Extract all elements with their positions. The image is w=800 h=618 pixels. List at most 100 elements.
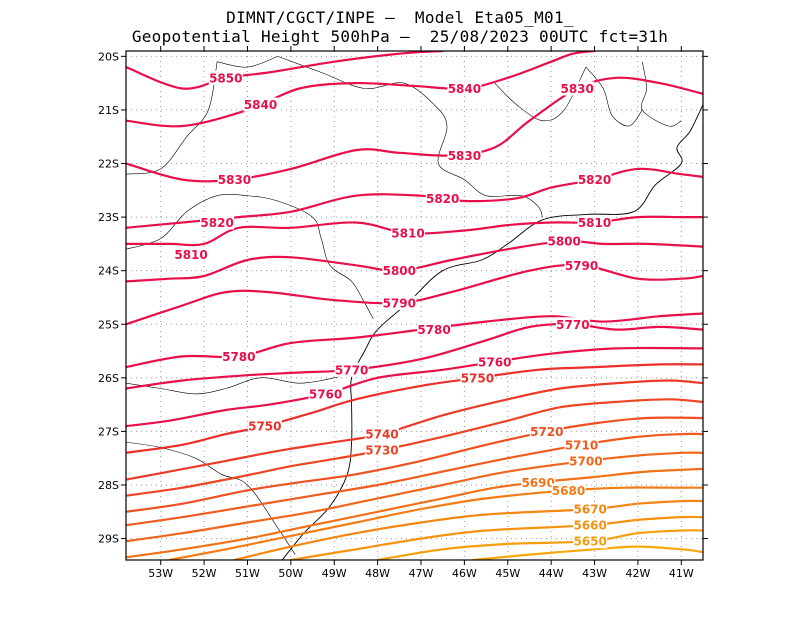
contour-label-bg (425, 191, 460, 206)
contour-5640 (472, 545, 703, 560)
contour-label: 5650 (573, 535, 606, 549)
contour-label: 5750 (248, 420, 281, 434)
contour-label: 5770 (556, 318, 589, 332)
contour-label-bg (200, 215, 235, 230)
y-tick-label: 22S (98, 158, 119, 171)
contour-label-bg (247, 419, 282, 434)
x-tick-label: 50W (278, 567, 303, 580)
contour-label: 5760 (478, 355, 511, 369)
contour-5650 (376, 529, 703, 560)
contour-label-bg (551, 483, 586, 498)
contour-label-bg (547, 234, 582, 249)
contour-label: 5810 (578, 216, 611, 230)
x-tick-label: 47W (409, 567, 434, 580)
y-tick-label: 25S (98, 318, 119, 331)
contour-5670 (233, 499, 703, 560)
contour-5770 (126, 323, 703, 390)
contour-label-bg (568, 453, 603, 468)
contour-label: 5720 (530, 425, 563, 439)
contour-label: 5740 (365, 428, 398, 442)
contour-label: 5690 (521, 476, 554, 490)
contour-label-bg (477, 354, 512, 369)
contour-label-bg (390, 226, 425, 241)
contour-label: 5840 (448, 82, 481, 96)
contour-label-bg (382, 263, 417, 278)
contour-5700 (126, 451, 703, 543)
y-tick-label: 28S (98, 479, 119, 492)
x-tick-label: 42W (625, 567, 650, 580)
chart-subtitle: Geopotential Height 500hPa – 25/08/2023 … (131, 27, 669, 46)
contour-label-bg (577, 215, 612, 230)
contour-label: 5830 (560, 82, 593, 96)
contour-label-bg (243, 97, 278, 112)
x-tick-label: 46W (452, 567, 477, 580)
contour-label: 5780 (222, 350, 255, 364)
y-tick-label: 23S (98, 211, 119, 224)
contour-label-bg (573, 502, 608, 517)
contour-5740 (126, 379, 703, 481)
contour-5840 (126, 51, 596, 128)
contour-label: 5800 (547, 235, 580, 249)
contour-label-bg (447, 81, 482, 96)
y-tick-label: 20S (98, 50, 119, 63)
x-tick-label: 41W (669, 567, 694, 580)
x-tick-label: 53W (148, 567, 173, 580)
contour-label: 5810 (174, 248, 207, 262)
contour-label: 5770 (335, 363, 368, 377)
x-tick-label: 44W (539, 567, 564, 580)
contour-label-bg (208, 70, 243, 85)
contour-label-bg (447, 148, 482, 163)
contour-5750 (126, 363, 703, 454)
contour-5710 (126, 432, 703, 527)
contour-label-bg (217, 172, 252, 187)
contour-5850 (126, 51, 444, 90)
height-contours (126, 51, 703, 560)
contour-5730 (126, 398, 703, 497)
contour-label: 5730 (365, 444, 398, 458)
x-tick-label: 43W (582, 567, 607, 580)
x-tick-label: 48W (365, 567, 390, 580)
contour-label: 5790 (565, 259, 598, 273)
y-tick-label: 21S (98, 104, 119, 117)
state-border (126, 193, 374, 320)
contour-label: 5840 (244, 98, 277, 112)
contour-label: 5820 (200, 216, 233, 230)
contour-label: 5850 (209, 71, 242, 85)
contour-label: 5810 (391, 227, 424, 241)
state-border (217, 56, 278, 68)
coastline (281, 104, 703, 560)
contour-label: 5700 (569, 454, 602, 468)
contour-label: 5830 (218, 173, 251, 187)
state-border (126, 372, 352, 395)
contour-5690 (126, 467, 703, 559)
contour-label: 5760 (309, 387, 342, 401)
contour-label: 5790 (383, 296, 416, 310)
contour-labels: 5850584058405830583058305820582058205810… (174, 70, 612, 549)
contour-5680 (168, 486, 703, 560)
contour-label-bg (364, 443, 399, 458)
contour-label-bg (521, 475, 556, 490)
y-tick-label: 27S (98, 425, 119, 438)
contour-label-bg (529, 424, 564, 439)
contour-label: 5800 (383, 264, 416, 278)
contour-label-bg (364, 427, 399, 442)
contour-label: 5830 (448, 149, 481, 163)
contour-5780 (126, 312, 703, 369)
x-tick-label: 49W (322, 567, 347, 580)
contour-label-bg (221, 349, 256, 364)
contour-label: 5820 (426, 192, 459, 206)
x-tick-label: 51W (235, 567, 260, 580)
chart-title: DIMNT/CGCT/INPE – Model Eta05_M01_ (226, 8, 574, 27)
state-border (494, 66, 587, 122)
contour-label: 5660 (573, 519, 606, 533)
contour-label-bg (564, 437, 599, 452)
contour-label: 5750 (461, 371, 494, 385)
contour-label-bg (460, 370, 495, 385)
state-border (126, 61, 218, 175)
x-tick-label: 45W (495, 567, 520, 580)
contour-5720 (126, 416, 703, 513)
x-tick-label: 52W (192, 567, 217, 580)
contour-label-bg (577, 172, 612, 187)
contour-label-bg (560, 81, 595, 96)
